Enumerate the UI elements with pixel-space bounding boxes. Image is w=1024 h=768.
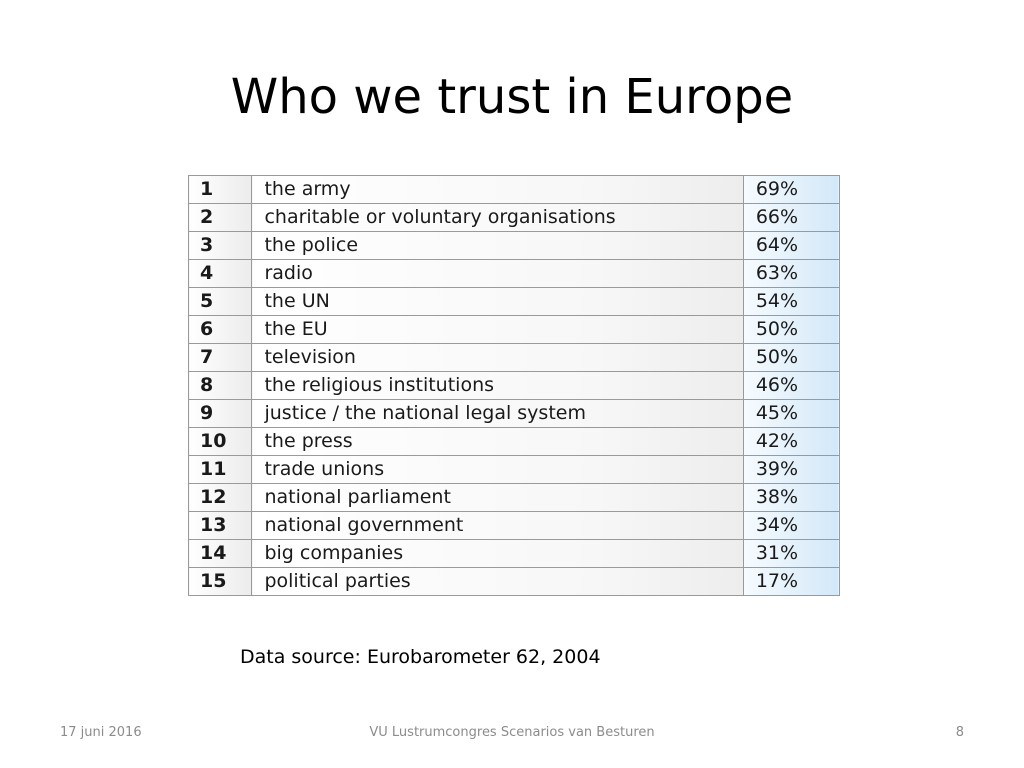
institution-cell: the army xyxy=(251,175,744,204)
table-row: 15 political parties 17% xyxy=(187,567,841,596)
table-row: 10 the press 42% xyxy=(187,427,841,456)
rank-cell: 5 xyxy=(187,287,253,316)
trust-percent-cell: 17% xyxy=(742,567,841,596)
trust-percent-cell: 54% xyxy=(742,287,841,316)
institution-cell: the religious institutions xyxy=(251,371,744,400)
rank-cell: 4 xyxy=(187,259,253,288)
rank-cell: 7 xyxy=(187,343,253,372)
table-row: 9 justice / the national legal system 45% xyxy=(187,399,841,428)
trust-percent-cell: 39% xyxy=(742,455,841,484)
table-row: 1 the army 69% xyxy=(187,175,841,204)
rank-cell: 1 xyxy=(187,175,253,204)
table-row: 12 national parliament 38% xyxy=(187,483,841,512)
trust-percent-cell: 64% xyxy=(742,231,841,260)
trust-percent-cell: 31% xyxy=(742,539,841,568)
table-row: 4 radio 63% xyxy=(187,259,841,288)
trust-percent-cell: 45% xyxy=(742,399,841,428)
trust-percent-cell: 69% xyxy=(742,175,841,204)
institution-cell: the press xyxy=(251,427,744,456)
footer-page-number: 8 xyxy=(955,725,964,740)
trust-percent-cell: 34% xyxy=(742,511,841,540)
institution-cell: the UN xyxy=(251,287,744,316)
table-row: 6 the EU 50% xyxy=(187,315,841,344)
rank-cell: 6 xyxy=(187,315,253,344)
trust-percent-cell: 50% xyxy=(742,315,841,344)
rank-cell: 15 xyxy=(187,567,253,596)
rank-cell: 10 xyxy=(187,427,253,456)
trust-percent-cell: 38% xyxy=(742,483,841,512)
rank-cell: 14 xyxy=(187,539,253,568)
trust-ranking-table: 1 the army 69% 2 charitable or voluntary org… xyxy=(187,175,841,596)
footer-date: 17 juni 2016 xyxy=(60,725,142,740)
rank-cell: 13 xyxy=(187,511,253,540)
institution-cell: big companies xyxy=(251,539,744,568)
rank-cell: 2 xyxy=(187,203,253,232)
rank-cell: 9 xyxy=(187,399,253,428)
institution-cell: the police xyxy=(251,231,744,260)
rank-cell: 12 xyxy=(187,483,253,512)
slide-title: Who we trust in Europe xyxy=(230,69,794,125)
table-row: 13 national government 34% xyxy=(187,511,841,540)
rank-cell: 11 xyxy=(187,455,253,484)
institution-cell: the EU xyxy=(251,315,744,344)
institution-cell: television xyxy=(251,343,744,372)
footer-title: VU Lustrumcongres Scenarios van Besturen xyxy=(369,725,655,740)
rank-cell: 3 xyxy=(187,231,253,260)
table-row: 14 big companies 31% xyxy=(187,539,841,568)
table-row: 7 television 50% xyxy=(187,343,841,372)
rank-cell: 8 xyxy=(187,371,253,400)
institution-cell: national government xyxy=(251,511,744,540)
trust-percent-cell: 46% xyxy=(742,371,841,400)
table-row: 5 the UN 54% xyxy=(187,287,841,316)
table-row: 3 the police 64% xyxy=(187,231,841,260)
institution-cell: trade unions xyxy=(251,455,744,484)
table-body: 1 the army 69% 2 charitable or voluntary org… xyxy=(187,175,841,596)
trust-percent-cell: 63% xyxy=(742,259,841,288)
trust-percent-cell: 50% xyxy=(742,343,841,372)
data-source-note: Data source: Eurobarometer 62, 2004 xyxy=(240,646,601,668)
trust-percent-cell: 42% xyxy=(742,427,841,456)
table-row: 8 the religious institutions 46% xyxy=(187,371,841,400)
institution-cell: national parliament xyxy=(251,483,744,512)
institution-cell: justice / the national legal system xyxy=(251,399,744,428)
trust-percent-cell: 66% xyxy=(742,203,841,232)
table-row: 2 charitable or voluntary organisations 66… xyxy=(187,203,841,232)
institution-cell: charitable or voluntary organisations xyxy=(251,203,744,232)
institution-cell: radio xyxy=(251,259,744,288)
table-row: 11 trade unions 39% xyxy=(187,455,841,484)
institution-cell: political parties xyxy=(251,567,744,596)
